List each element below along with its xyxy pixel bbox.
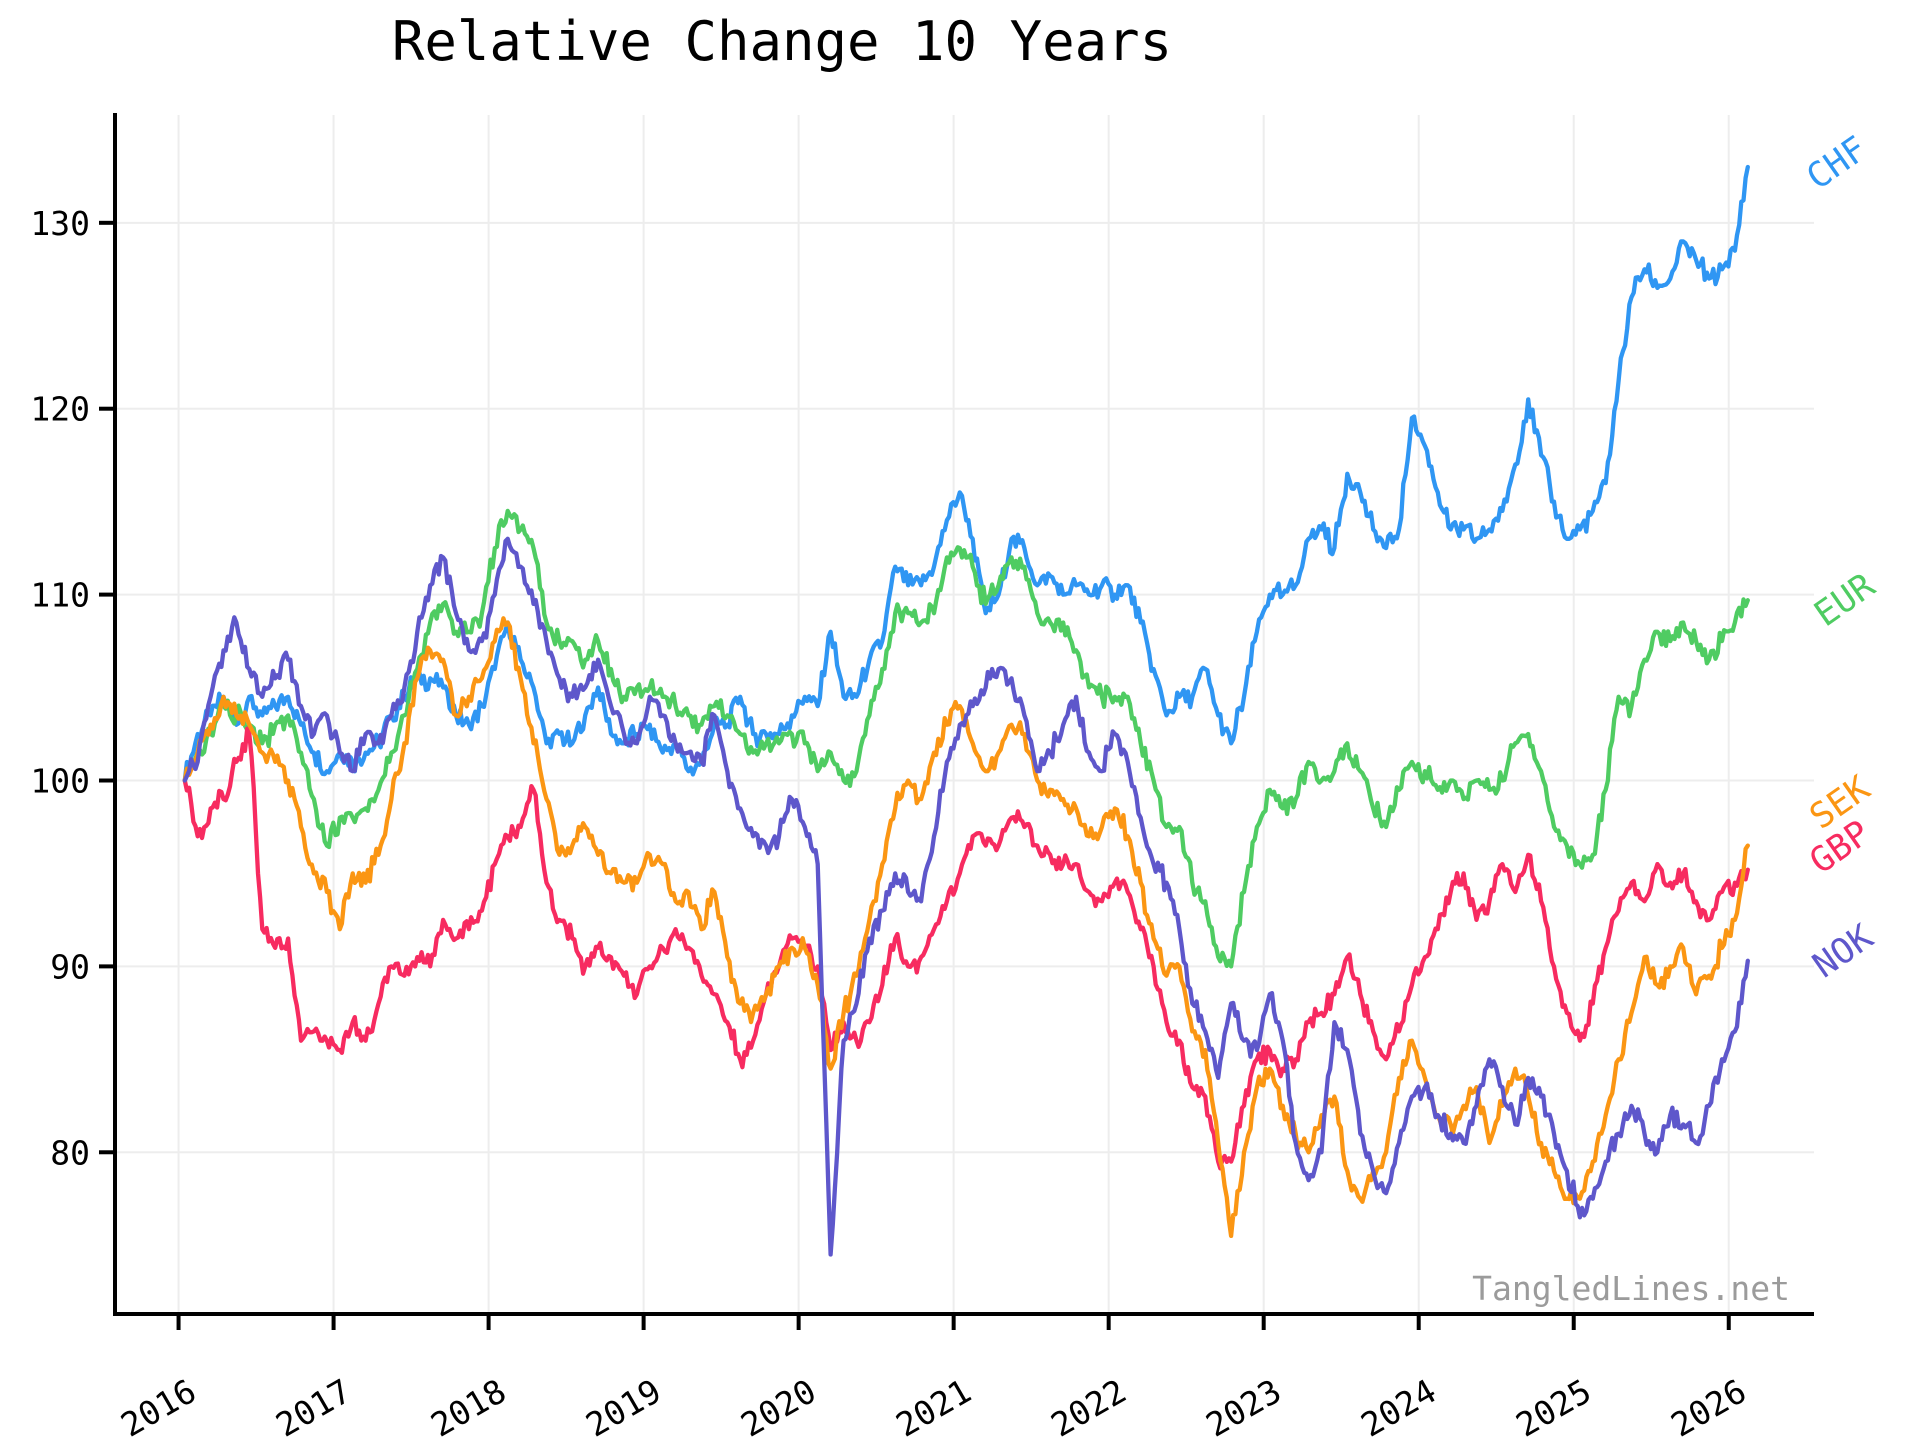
- watermark: TangledLines.net: [1472, 1269, 1790, 1308]
- y-tick-label: 90: [50, 947, 90, 986]
- x-tick-label: 2020: [734, 1371, 822, 1440]
- x-tick-label: 2017: [269, 1371, 357, 1440]
- series-line-chf: [182, 164, 1750, 783]
- series-line-eur: [182, 508, 1750, 969]
- series-label-nok: NOK: [1806, 917, 1881, 986]
- y-tick-label: 120: [30, 390, 90, 429]
- x-tick-label: 2023: [1199, 1371, 1287, 1440]
- x-tick-label: 2019: [579, 1371, 667, 1440]
- y-tick-label: 80: [50, 1133, 90, 1172]
- grid-layer: [115, 115, 1814, 1314]
- y-tick-label: 130: [30, 204, 90, 243]
- series-line-gbp: [182, 726, 1750, 1171]
- x-tick-label: 2016: [114, 1371, 202, 1440]
- x-tick-label: 2018: [424, 1371, 512, 1440]
- axis-layer: 80 90 100 110 120 130 2016 2017 2018 2019 2020 2021…: [30, 113, 1814, 1444]
- series-label-eur: EUR: [1808, 565, 1883, 635]
- series-label-sek: SEK: [1803, 769, 1878, 838]
- series-layer: [182, 164, 1750, 1257]
- series-line-sek: [182, 616, 1750, 1239]
- x-tick-label: 2026: [1664, 1371, 1752, 1440]
- x-tick-label: 2021: [889, 1371, 977, 1440]
- y-tick-label: 110: [30, 576, 90, 615]
- x-tick-label: 2025: [1509, 1371, 1597, 1440]
- chart-title: Relative Change 10 Years: [392, 10, 1172, 73]
- y-tick-label: 100: [30, 761, 90, 800]
- series-label-chf: CHF: [1800, 129, 1875, 198]
- series-line-nok: [182, 536, 1750, 1257]
- x-tick-label: 2024: [1354, 1371, 1442, 1440]
- x-tick-label: 2022: [1044, 1371, 1132, 1440]
